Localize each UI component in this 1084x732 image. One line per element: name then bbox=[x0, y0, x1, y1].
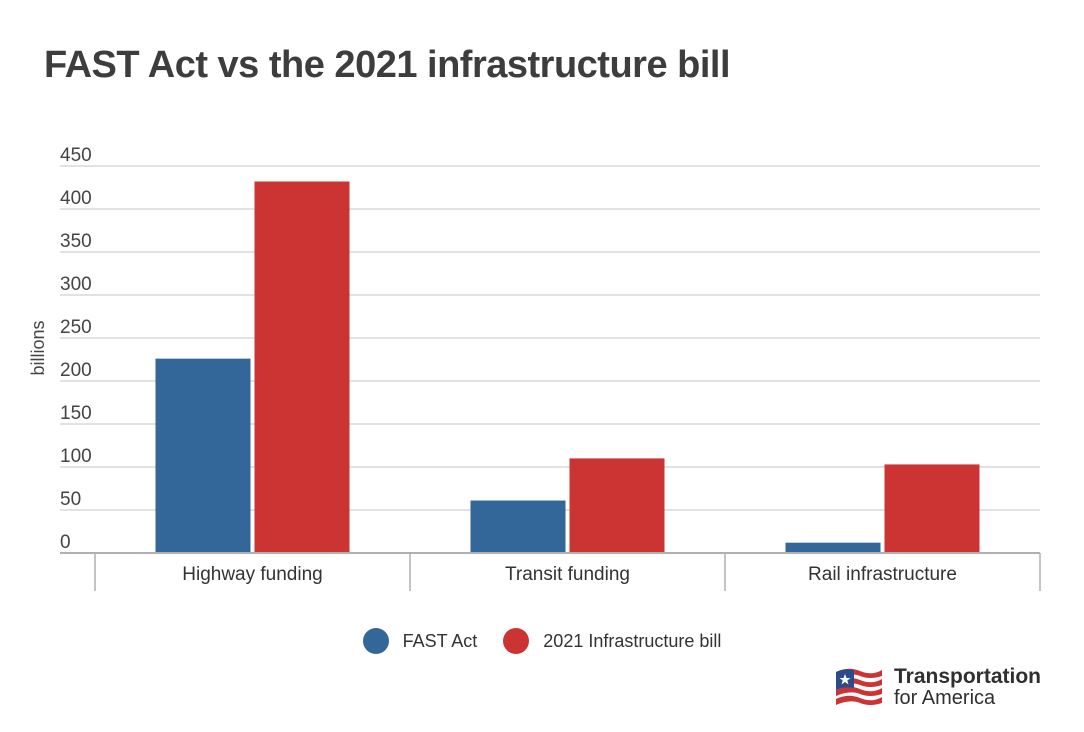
chart-title: FAST Act vs the 2021 infrastructure bill bbox=[44, 44, 731, 86]
american-flag-icon bbox=[836, 668, 882, 705]
bar-2021-infrastructure-bill-2[interactable] bbox=[884, 464, 980, 553]
legend-swatch-2021-bill bbox=[503, 628, 530, 654]
y-tick-label: 400 bbox=[60, 188, 92, 209]
legend-item-fast-act[interactable]: FAST Act bbox=[362, 628, 478, 654]
y-tick-label: 250 bbox=[60, 317, 92, 338]
bar-fast-act-2[interactable] bbox=[785, 542, 881, 553]
bar-2021-infrastructure-bill-0[interactable] bbox=[254, 181, 350, 554]
bar-chart: 0 50 100 150 200 250 300 350 400 450 Highway fund… bbox=[28, 145, 1041, 591]
x-tick-label: Rail infrastructure bbox=[808, 564, 957, 585]
y-tick-label: 50 bbox=[60, 489, 81, 510]
y-tick-label: 200 bbox=[60, 360, 92, 381]
y-axis-ticks: 0 50 100 150 200 250 300 350 400 450 bbox=[60, 145, 92, 553]
transportation-for-america-logo: Transportation for America bbox=[834, 664, 1041, 710]
bar-fast-act-1[interactable] bbox=[470, 500, 566, 553]
legend-swatch-fast-act bbox=[362, 628, 389, 654]
y-tick-label: 450 bbox=[60, 145, 92, 166]
logo-line2: for America bbox=[894, 687, 996, 709]
y-tick-label: 100 bbox=[60, 446, 92, 467]
y-axis-label: billions bbox=[28, 320, 48, 375]
logo-line1: Transportation bbox=[894, 665, 1042, 688]
y-tick-label: 300 bbox=[60, 274, 92, 295]
x-tick-label: Highway funding bbox=[182, 564, 322, 585]
x-axis: Highway funding Transit funding Rail infra… bbox=[60, 552, 1041, 591]
bar-fast-act-0[interactable] bbox=[155, 358, 251, 553]
bar-2021-infrastructure-bill-1[interactable] bbox=[569, 458, 665, 553]
legend-label-fast-act: FAST Act bbox=[402, 630, 478, 651]
x-tick-label: Transit funding bbox=[505, 564, 630, 585]
bars bbox=[155, 181, 980, 554]
y-tick-label: 350 bbox=[60, 231, 92, 252]
legend-label-2021-bill: 2021 Infrastructure bill bbox=[543, 630, 722, 651]
y-tick-label: 0 bbox=[60, 532, 71, 553]
legend: FAST Act 2021 Infrastructure bill bbox=[0, 628, 1084, 654]
legend-item-2021-bill[interactable]: 2021 Infrastructure bill bbox=[503, 628, 721, 654]
y-tick-label: 150 bbox=[60, 403, 92, 424]
